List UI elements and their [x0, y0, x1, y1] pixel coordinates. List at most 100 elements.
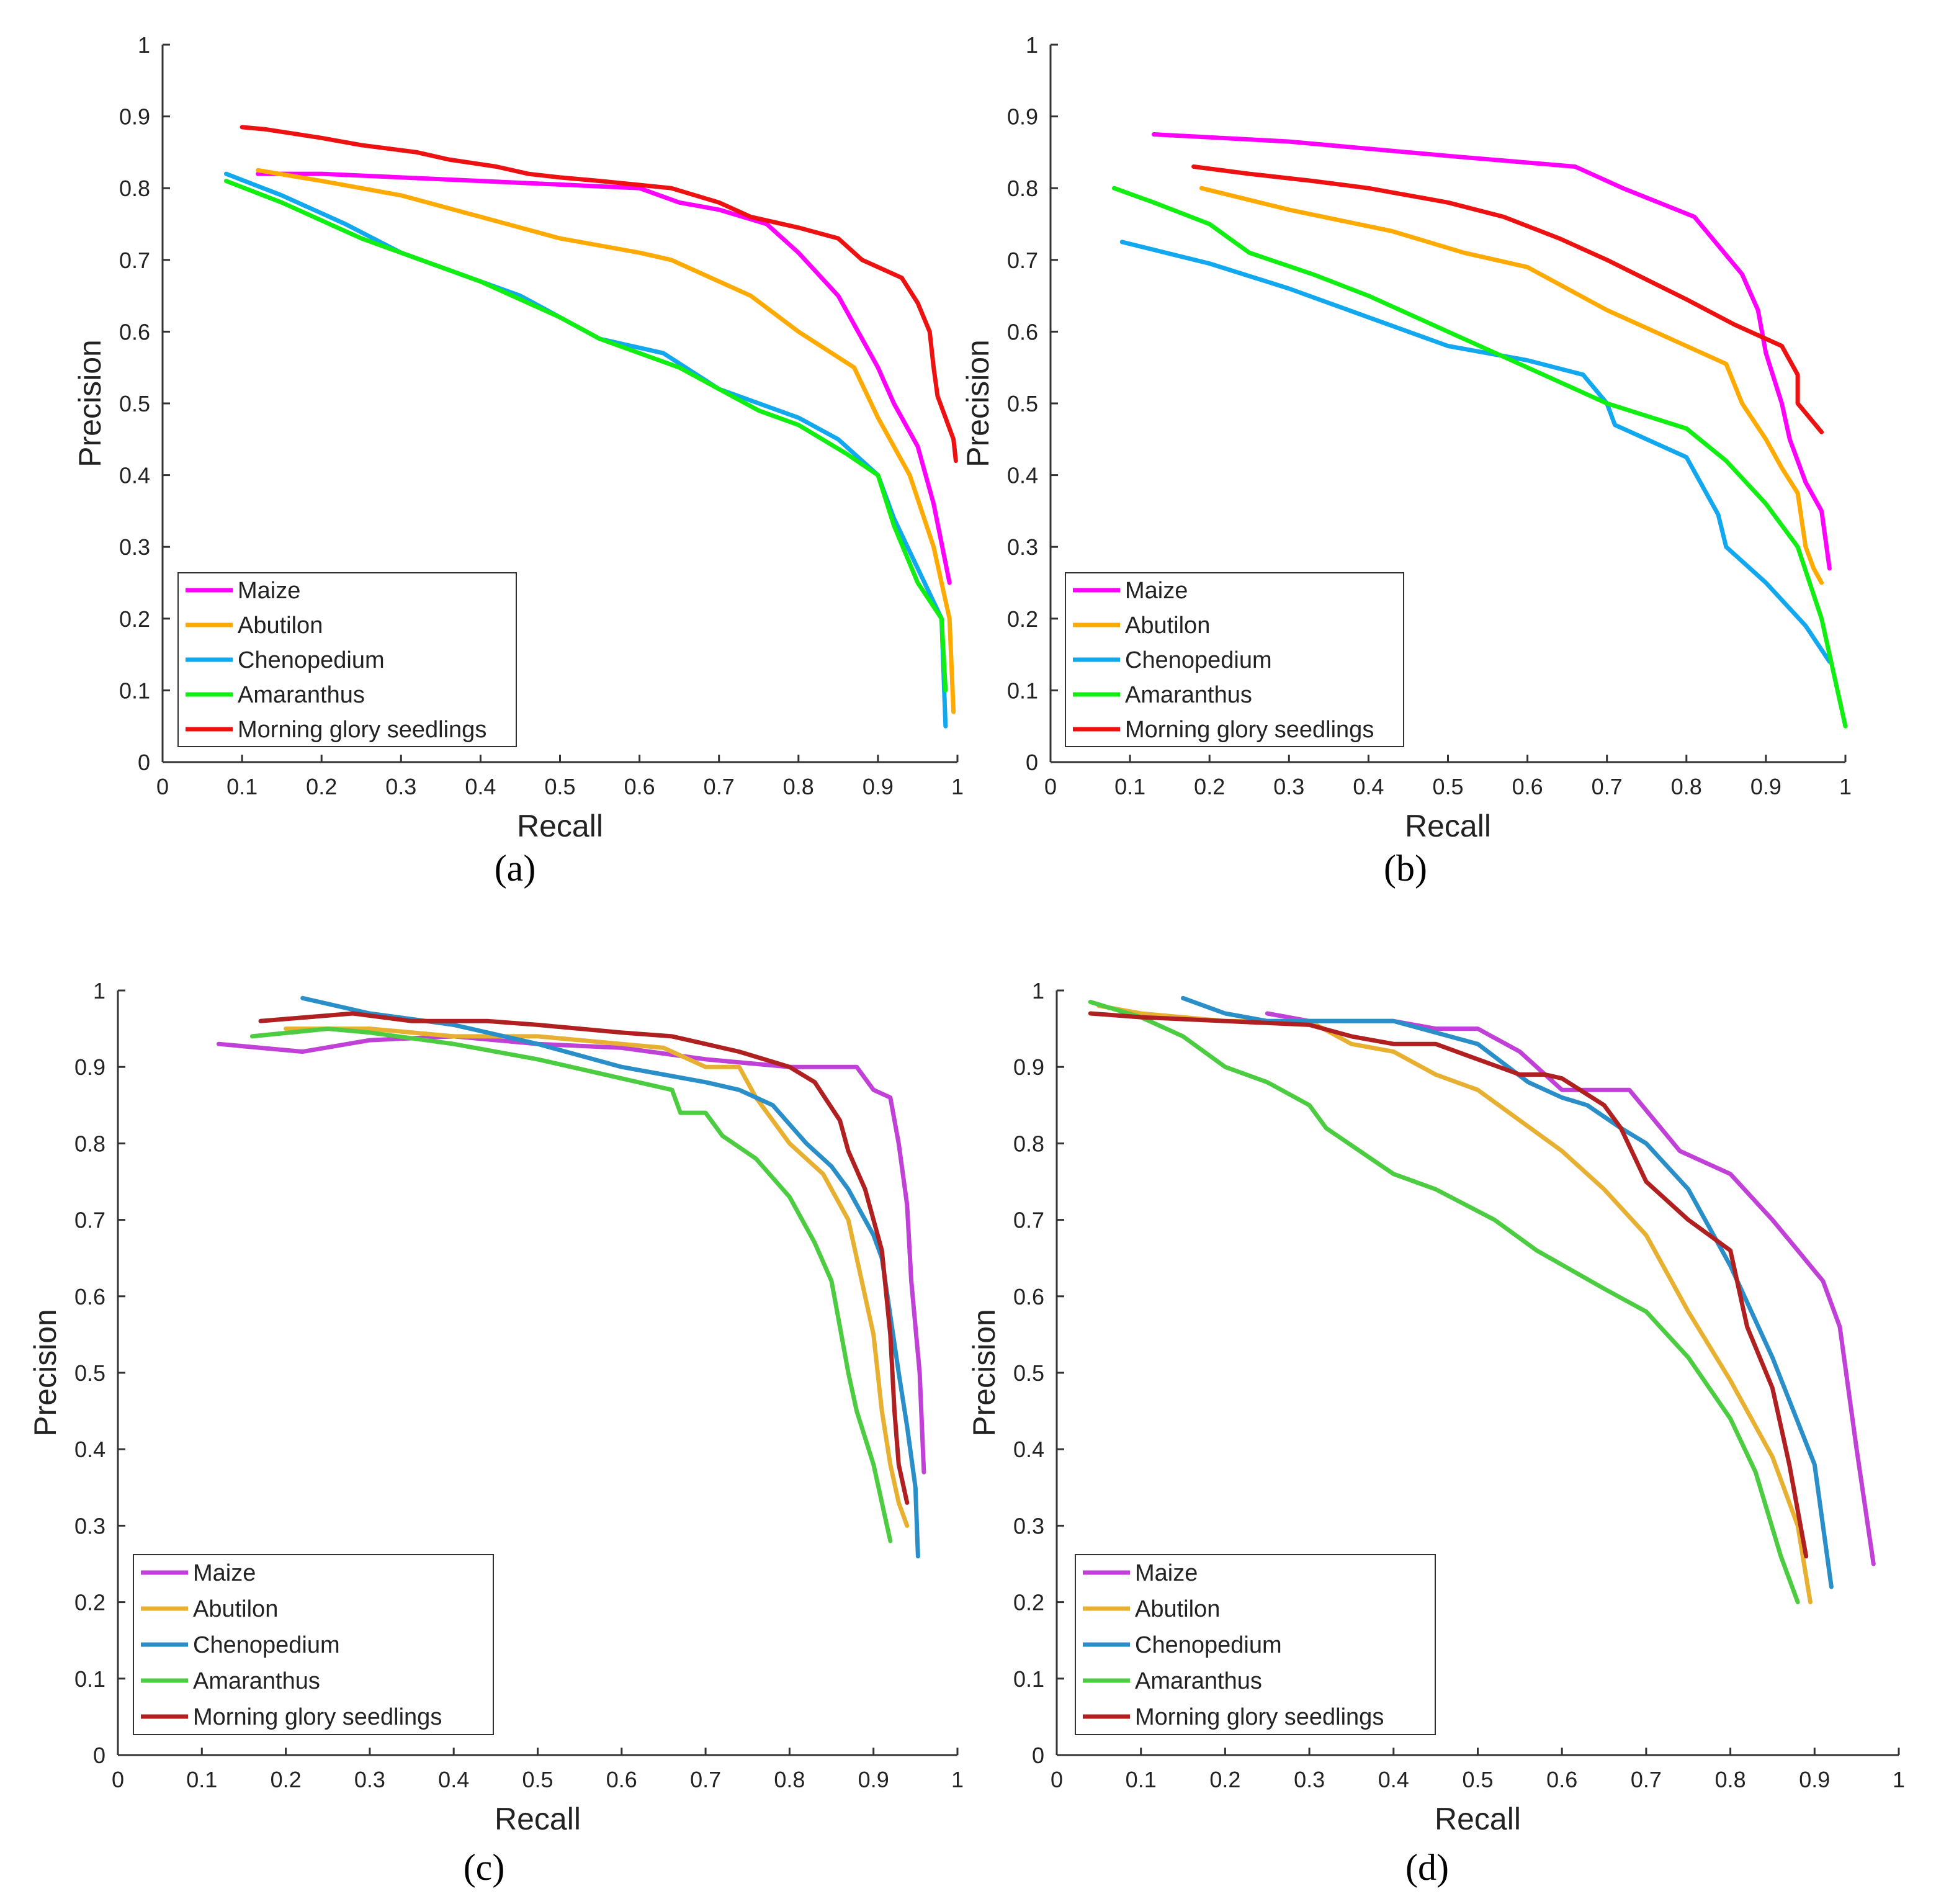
legend-label: Amaranthus: [238, 682, 365, 708]
y-tick-label: 0.3: [74, 1513, 105, 1538]
legend-label: Maize: [238, 578, 300, 604]
y-tick-label: 1: [93, 978, 105, 1004]
x-tick-label: 0.9: [858, 1767, 889, 1792]
series-line-chenopedium: [300, 995, 920, 1559]
y-tick-label: 0.4: [74, 1437, 105, 1462]
legend-label: Morning glory seedlings: [1125, 717, 1374, 743]
y-tick-label: 0: [1026, 750, 1038, 775]
x-tick-label: 0: [1051, 1767, 1063, 1792]
y-axis-label: Precision: [967, 1309, 1002, 1437]
y-axis-label: Precision: [73, 339, 107, 467]
x-tick-label: 0.7: [690, 1767, 721, 1792]
y-tick-label: 0.2: [1007, 606, 1038, 632]
series-line-morning-glory-seedlings: [1191, 164, 1824, 434]
x-tick-label: 0.4: [465, 774, 496, 799]
series-line-morning-glory-seedlings: [1088, 1011, 1809, 1559]
y-tick-label: 0.7: [1013, 1208, 1044, 1233]
legend-label: Abutilon: [238, 613, 323, 639]
x-axis-label: Recall: [495, 1802, 581, 1836]
y-tick-label: 0.3: [119, 534, 150, 560]
x-tick-label: 1: [1893, 1767, 1905, 1792]
x-tick-label: 0.4: [1378, 1767, 1409, 1792]
x-axis-label: Recall: [1405, 809, 1491, 843]
x-tick-label: 0: [112, 1767, 124, 1792]
x-tick-label: 0.6: [606, 1767, 637, 1792]
y-tick-label: 0.1: [119, 678, 150, 703]
x-tick-label: 1: [1839, 774, 1852, 799]
x-tick-label: 0.2: [1194, 774, 1225, 799]
x-tick-label: 0.7: [1631, 1767, 1662, 1792]
series-line-abutilon: [1096, 1004, 1813, 1605]
y-tick-label: 0.7: [1007, 248, 1038, 273]
y-tick-label: 0.1: [1007, 678, 1038, 703]
x-tick-label: 0.2: [306, 774, 337, 799]
y-tick-label: 0.9: [119, 104, 150, 130]
x-tick-label: 0.5: [1432, 774, 1463, 799]
series-line-chenopedium: [1181, 995, 1834, 1589]
series-line-amaranthus: [1088, 1000, 1800, 1605]
x-tick-label: 0.8: [1671, 774, 1702, 799]
series-line-morning-glory-seedlings: [258, 1011, 910, 1505]
legend-label: Morning glory seedlings: [238, 717, 486, 743]
y-tick-label: 0.9: [1013, 1054, 1044, 1080]
y-tick-label: 0.6: [1013, 1284, 1044, 1309]
y-tick-label: 0: [138, 750, 150, 775]
series-line-maize: [1152, 132, 1832, 571]
y-tick-label: 0.2: [119, 606, 150, 632]
y-tick-label: 0.8: [74, 1131, 105, 1156]
x-tick-label: 0.6: [624, 774, 655, 799]
panel-a-caption: (a): [494, 848, 536, 889]
x-tick-label: 0.5: [522, 1767, 553, 1792]
chart-panel-a: 0 0.1 0.2 0.3 0.4 0.5 0.6 0.7 0.8 0.9 1 0 0.1 0.2 0.3 0…: [73, 32, 964, 843]
series-line-maize: [256, 171, 952, 585]
legend-label: Chenopedium: [238, 647, 385, 673]
y-tick-label: 0.4: [119, 463, 150, 488]
x-tick-label: 0.9: [1750, 774, 1781, 799]
legend: Maize Abutilon Chenopedium Amaranthus Mornin…: [177, 572, 517, 747]
x-tick-label: 0.8: [783, 774, 814, 799]
y-tick-label: 0.8: [1013, 1131, 1044, 1156]
y-tick-label: 0.9: [1007, 104, 1038, 130]
x-tick-label: 0.3: [1294, 1767, 1325, 1792]
x-tick-label: 0.1: [1126, 1767, 1157, 1792]
legend-label: Amaranthus: [193, 1668, 320, 1694]
x-tick-label: 0.4: [438, 1767, 469, 1792]
legend-label: Abutilon: [1135, 1596, 1220, 1622]
legend-label: Amaranthus: [1135, 1668, 1262, 1694]
legend-label: Chenopedium: [1125, 647, 1272, 673]
x-tick-label: 0.9: [1799, 1767, 1830, 1792]
y-tick-label: 0.7: [74, 1208, 105, 1233]
y-tick-label: 1: [1032, 978, 1044, 1004]
y-tick-label: 0.3: [1013, 1513, 1044, 1538]
y-tick-label: 0.2: [74, 1590, 105, 1615]
x-tick-label: 0.5: [544, 774, 575, 799]
series-line-abutilon: [256, 168, 956, 714]
panel-d-caption: (d): [1405, 1847, 1449, 1888]
legend-label: Maize: [1125, 578, 1188, 604]
y-tick-label: 0.1: [74, 1666, 105, 1692]
legend-box: [1075, 1554, 1436, 1735]
x-tick-label: 0.6: [1546, 1767, 1577, 1792]
y-tick-label: 0.6: [1007, 319, 1038, 344]
x-tick-label: 1: [951, 774, 964, 799]
y-axis-label: Precision: [961, 339, 995, 467]
x-tick-label: 0.1: [186, 1767, 217, 1792]
y-axis-label: Precision: [28, 1309, 63, 1437]
legend-label: Abutilon: [193, 1596, 278, 1622]
y-tick-label: 0.8: [119, 176, 150, 201]
x-tick-label: 0.5: [1462, 1767, 1493, 1792]
legend: Maize Abutilon Chenopedium Amaranthus Mornin…: [1075, 1554, 1436, 1735]
x-tick-label: 0.1: [226, 774, 258, 799]
x-tick-label: 0.1: [1114, 774, 1145, 799]
x-tick-label: 0.3: [354, 1767, 385, 1792]
x-tick-label: 1: [951, 1767, 964, 1792]
x-tick-label: 0.9: [863, 774, 894, 799]
y-tick-label: 0.5: [74, 1360, 105, 1386]
y-tick-label: 1: [138, 32, 150, 58]
x-tick-label: 0.3: [1273, 774, 1304, 799]
x-tick-label: 0.7: [1592, 774, 1623, 799]
legend: Maize Abutilon Chenopedium Amaranthus Mornin…: [133, 1554, 494, 1735]
x-tick-label: 0: [1044, 774, 1057, 799]
y-tick-label: 0.7: [119, 248, 150, 273]
